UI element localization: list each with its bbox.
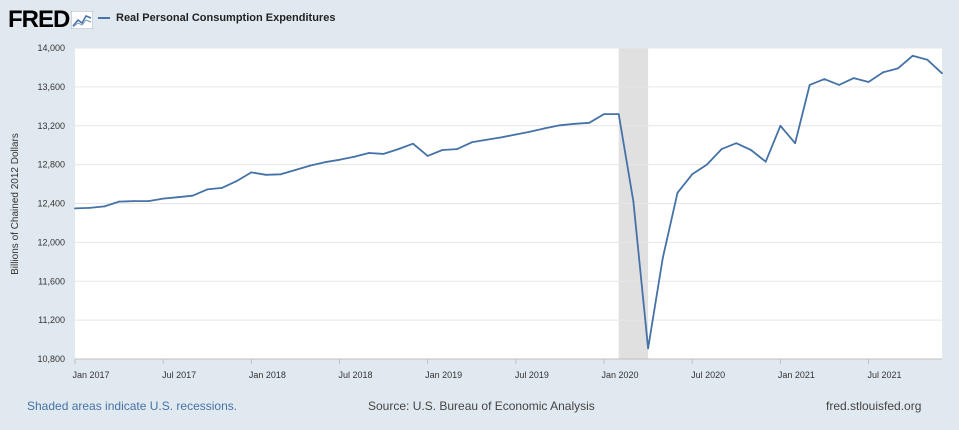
data-point[interactable] (250, 171, 253, 174)
data-point[interactable] (735, 142, 738, 145)
data-point[interactable] (441, 149, 444, 151)
y-tick-label: 11,600 (38, 276, 65, 286)
data-point[interactable] (176, 196, 179, 199)
data-point[interactable] (794, 142, 796, 145)
y-tick-label: 10,800 (37, 354, 65, 364)
data-point[interactable] (412, 142, 414, 145)
y-axis-label: Billions of Chained 2012 Dollars (10, 133, 21, 275)
data-point[interactable] (397, 148, 400, 150)
x-tick-label: Jan 2021 (778, 370, 815, 380)
data-point[interactable] (279, 173, 282, 176)
y-tick-label: 12,000 (37, 237, 65, 247)
data-point[interactable] (221, 187, 223, 189)
data-point[interactable] (132, 200, 135, 202)
data-point[interactable] (426, 154, 429, 157)
data-point[interactable] (367, 152, 370, 154)
data-point[interactable] (147, 200, 150, 202)
data-point[interactable] (823, 78, 826, 80)
x-tick-label: Jul 2021 (868, 370, 902, 380)
data-point[interactable] (882, 71, 885, 74)
data-point[interactable] (191, 194, 194, 197)
x-tick-label: Jul 2020 (691, 370, 725, 380)
data-point[interactable] (603, 113, 605, 115)
data-point[interactable] (647, 347, 650, 350)
data-point[interactable] (867, 81, 870, 83)
data-point[interactable] (382, 153, 385, 155)
data-point[interactable] (808, 84, 811, 86)
fred-logo[interactable]: FRED (8, 6, 94, 34)
data-point[interactable] (353, 155, 356, 158)
data-point[interactable] (88, 206, 91, 209)
data-point[interactable] (470, 141, 473, 144)
data-point[interactable] (294, 169, 297, 171)
legend[interactable]: Real Personal Consumption Expenditures (98, 12, 335, 24)
data-point[interactable] (162, 197, 165, 200)
data-point[interactable] (720, 148, 723, 150)
x-axis-ticks: Jan 2017 Jul 2017 Jan 2018 Jul 2018 Jan 2019… (72, 358, 942, 380)
data-point[interactable] (103, 205, 106, 208)
data-point[interactable] (838, 84, 841, 86)
data-point[interactable] (926, 58, 929, 61)
data-point[interactable] (500, 136, 503, 139)
data-point[interactable] (573, 122, 576, 125)
y-tick-label: 14,000 (37, 43, 65, 53)
data-point[interactable] (265, 173, 267, 176)
series-line[interactable] (74, 54, 943, 350)
data-point[interactable] (485, 138, 488, 141)
data-point[interactable] (235, 180, 238, 183)
data-point[interactable] (705, 163, 708, 166)
data-point[interactable] (74, 207, 76, 210)
data-point[interactable] (941, 72, 943, 75)
chart-header: FRED Real Personal Consumption Expenditu… (0, 0, 959, 40)
data-point[interactable] (764, 160, 767, 163)
y-tick-label: 13,600 (37, 82, 65, 92)
y-axis-ticks: 10,800 11,200 11,600 12,000 12,400 12,800 13,2… (37, 43, 65, 364)
data-point[interactable] (779, 124, 782, 127)
data-point[interactable] (676, 191, 679, 194)
x-tick-label: Jan 2017 (72, 370, 109, 380)
legend-swatch (98, 17, 110, 19)
chart-icon (71, 11, 94, 29)
y-tick-label: 11,200 (38, 315, 65, 325)
logo-text: FRED (8, 6, 70, 33)
chart-footer: Shaded areas indicate U.S. recessions. S… (0, 396, 959, 418)
data-point[interactable] (529, 130, 532, 133)
y-tick-label: 13,200 (37, 121, 65, 131)
data-point[interactable] (456, 148, 458, 150)
series-layer (74, 54, 943, 350)
data-point[interactable] (617, 113, 620, 115)
line-chart: 10,800 11,200 11,600 12,000 12,400 12,800 13,2… (10, 43, 943, 380)
data-point[interactable] (661, 257, 664, 259)
source-text: Source: U.S. Bureau of Economic Analysis (368, 399, 595, 413)
data-point[interactable] (691, 173, 694, 176)
data-point[interactable] (588, 121, 591, 124)
site-url[interactable]: fred.stlouisfed.org (826, 399, 922, 413)
data-point[interactable] (323, 161, 326, 164)
data-point[interactable] (118, 200, 120, 203)
x-tick-label: Jan 2019 (425, 370, 462, 380)
data-point[interactable] (544, 127, 547, 130)
x-tick-label: Jan 2018 (249, 370, 286, 380)
x-tick-label: Jul 2019 (515, 370, 549, 380)
data-point[interactable] (897, 67, 899, 70)
data-point[interactable] (911, 54, 914, 57)
legend-label: Real Personal Consumption Expenditures (116, 12, 336, 24)
data-point[interactable] (514, 133, 517, 136)
data-point[interactable] (309, 164, 312, 167)
data-point[interactable] (559, 124, 561, 127)
data-point[interactable] (206, 188, 209, 191)
y-tick-label: 12,800 (37, 160, 65, 170)
data-point[interactable] (338, 158, 341, 161)
data-point[interactable] (852, 77, 855, 80)
data-point[interactable] (632, 200, 635, 203)
x-tick-label: Jul 2017 (162, 370, 196, 380)
x-tick-label: Jan 2020 (601, 370, 638, 380)
data-point[interactable] (750, 149, 752, 151)
recession-note-link[interactable]: Shaded areas indicate U.S. recessions. (27, 399, 238, 413)
y-tick-label: 12,400 (37, 199, 65, 209)
x-tick-label: Jul 2018 (338, 370, 372, 380)
